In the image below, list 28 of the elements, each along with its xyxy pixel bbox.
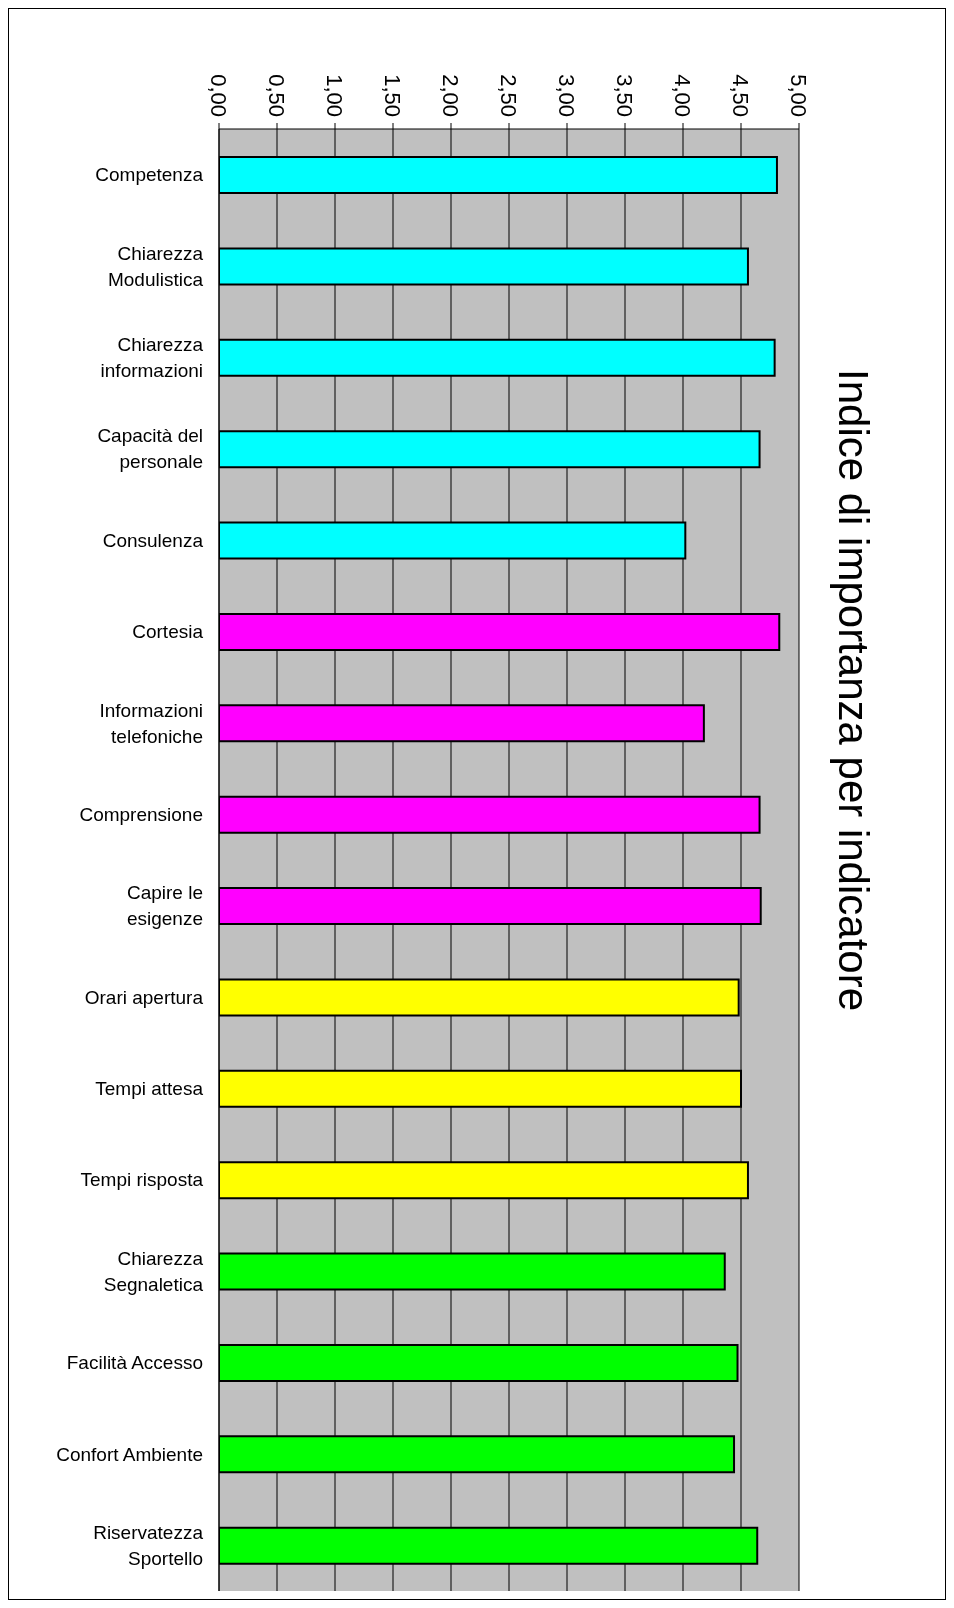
- y-tick-label: Capacità del personale: [97, 425, 203, 473]
- y-tick-label: Tempi risposta: [80, 1169, 204, 1191]
- x-tick-label: 3,00: [554, 74, 580, 117]
- y-tick-label: Orari apertura: [84, 986, 204, 1008]
- text: Indice di importanza per indicatore: [829, 369, 877, 1012]
- x-tick-label: 0,50: [264, 74, 290, 117]
- y-tick-label: Cortesia: [132, 621, 204, 643]
- y-tick-label: Consulenza: [102, 529, 204, 551]
- y-tick-label: Confort Ambiente: [56, 1443, 203, 1465]
- x-tick-label: 3,50: [612, 74, 638, 117]
- y-tick-label: Comprensione: [79, 803, 203, 825]
- x-tick-label: 0,00: [206, 74, 232, 117]
- x-tick-label: 4,00: [670, 74, 696, 117]
- x-tick-label: 4,50: [728, 74, 754, 117]
- y-tick-label: Riservatezza Sportello: [93, 1521, 204, 1569]
- y-tick-label: Chiarezza Segnaletica: [103, 1247, 204, 1295]
- y-tick-label: Informazioni telefoniche: [99, 699, 203, 747]
- x-tick-label: 2,50: [496, 74, 522, 117]
- x-tick-label: 2,00: [438, 74, 464, 117]
- y-tick-label: Competenza: [95, 164, 204, 186]
- y-tick-label: Capire le esigenze: [126, 882, 203, 930]
- x-tick-label: 1,00: [322, 74, 348, 117]
- x-tick-label: 1,50: [380, 74, 406, 117]
- y-tick-label: Chiarezza Modulistica: [107, 242, 204, 290]
- x-tick-label: 5,00: [786, 74, 812, 117]
- y-tick-label: Tempi attesa: [95, 1078, 204, 1100]
- y-tick-label: Facilità Accesso: [66, 1352, 203, 1374]
- y-tick-label: Chiarezza informazioni: [100, 334, 204, 382]
